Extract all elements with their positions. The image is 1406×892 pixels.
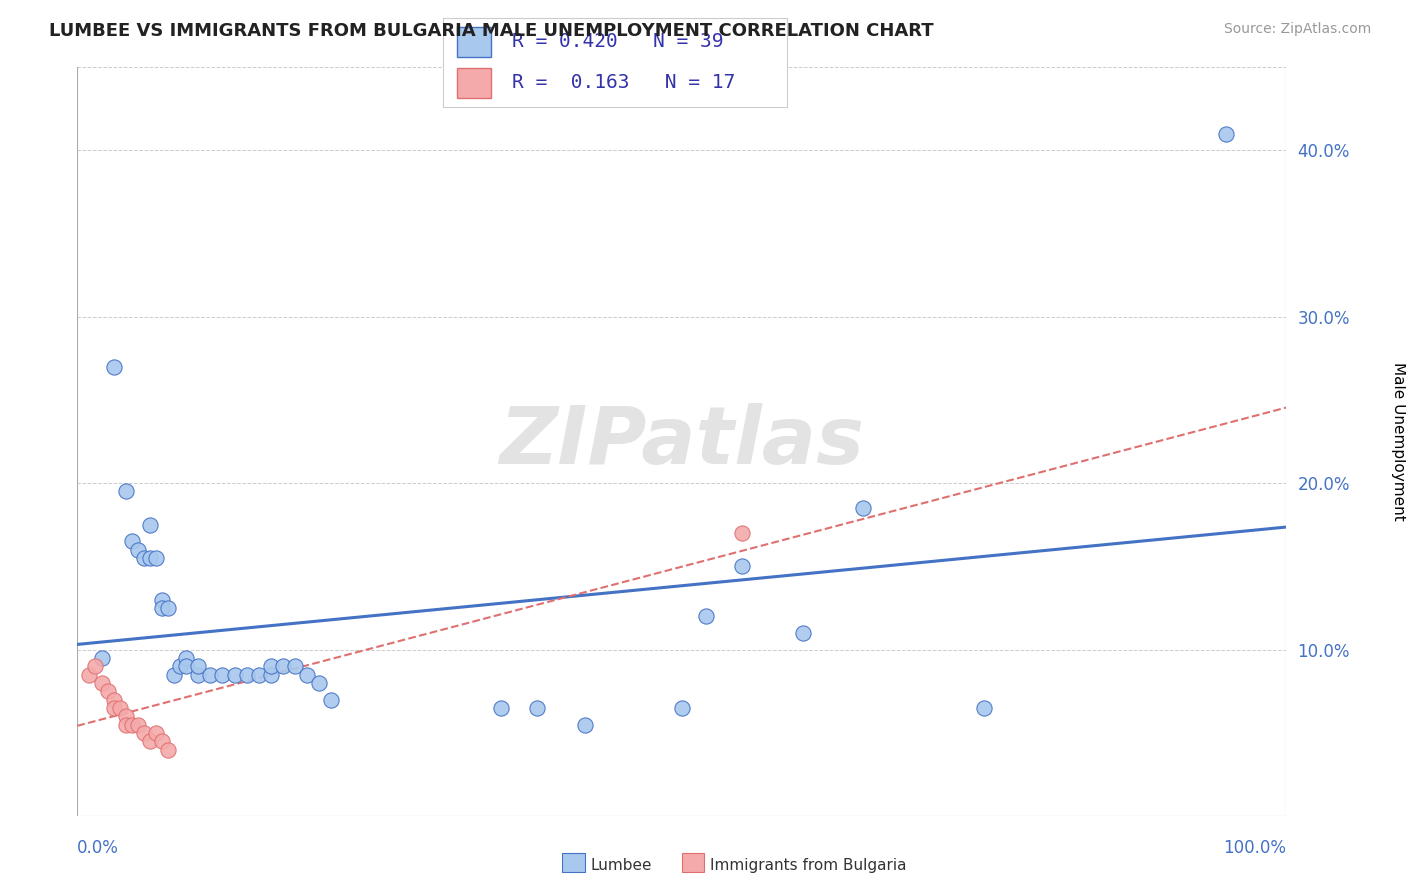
Point: [187, 659, 209, 673]
Point: [260, 659, 283, 673]
Point: [271, 659, 294, 673]
FancyBboxPatch shape: [457, 27, 491, 57]
Y-axis label: Male Unemployment: Male Unemployment: [1391, 362, 1406, 521]
Point: [84, 659, 107, 673]
Point: [157, 742, 180, 756]
Point: [731, 559, 754, 574]
Point: [284, 659, 307, 673]
Text: R = 0.420   N = 39: R = 0.420 N = 39: [512, 32, 723, 52]
Point: [108, 701, 131, 715]
Point: [96, 684, 118, 698]
Point: [260, 667, 283, 681]
Point: [792, 626, 814, 640]
Point: [150, 592, 173, 607]
Point: [174, 659, 197, 673]
Point: [731, 526, 754, 541]
Point: [671, 701, 693, 715]
Point: [489, 701, 512, 715]
Point: [139, 734, 162, 748]
Point: [308, 676, 330, 690]
Point: [90, 676, 112, 690]
Text: R =  0.163   N = 17: R = 0.163 N = 17: [512, 73, 735, 93]
Text: Source: ZipAtlas.com: Source: ZipAtlas.com: [1223, 22, 1371, 37]
FancyBboxPatch shape: [457, 68, 491, 98]
Point: [150, 601, 173, 615]
Point: [90, 651, 112, 665]
Point: [211, 667, 233, 681]
Text: Lumbee: Lumbee: [591, 858, 652, 872]
Point: [163, 667, 186, 681]
Point: [132, 726, 155, 740]
Point: [200, 667, 222, 681]
Text: ZIPatlas: ZIPatlas: [499, 402, 865, 481]
Point: [139, 551, 162, 566]
Text: 0.0%: 0.0%: [77, 838, 120, 856]
Point: [127, 717, 149, 731]
Point: [79, 667, 101, 681]
Point: [321, 692, 343, 706]
Point: [114, 484, 136, 499]
Point: [695, 609, 717, 624]
Point: [187, 667, 209, 681]
Point: [852, 501, 875, 516]
Point: [103, 692, 125, 706]
Point: [114, 709, 136, 723]
Point: [247, 667, 270, 681]
Point: [157, 601, 180, 615]
Point: [121, 717, 143, 731]
Point: [973, 701, 995, 715]
Point: [174, 651, 197, 665]
Point: [235, 667, 257, 681]
Point: [169, 659, 191, 673]
Point: [114, 717, 136, 731]
Point: [103, 359, 125, 374]
Point: [132, 551, 155, 566]
Point: [150, 734, 173, 748]
Point: [145, 726, 167, 740]
Point: [139, 517, 162, 532]
Text: 100.0%: 100.0%: [1223, 838, 1286, 856]
Text: LUMBEE VS IMMIGRANTS FROM BULGARIA MALE UNEMPLOYMENT CORRELATION CHART: LUMBEE VS IMMIGRANTS FROM BULGARIA MALE …: [49, 22, 934, 40]
Point: [121, 534, 143, 549]
Point: [526, 701, 548, 715]
Point: [145, 551, 167, 566]
Point: [127, 542, 149, 557]
Text: Immigrants from Bulgaria: Immigrants from Bulgaria: [710, 858, 907, 872]
Point: [103, 701, 125, 715]
Point: [574, 717, 596, 731]
Point: [224, 667, 246, 681]
Point: [295, 667, 318, 681]
Point: [1215, 127, 1237, 141]
